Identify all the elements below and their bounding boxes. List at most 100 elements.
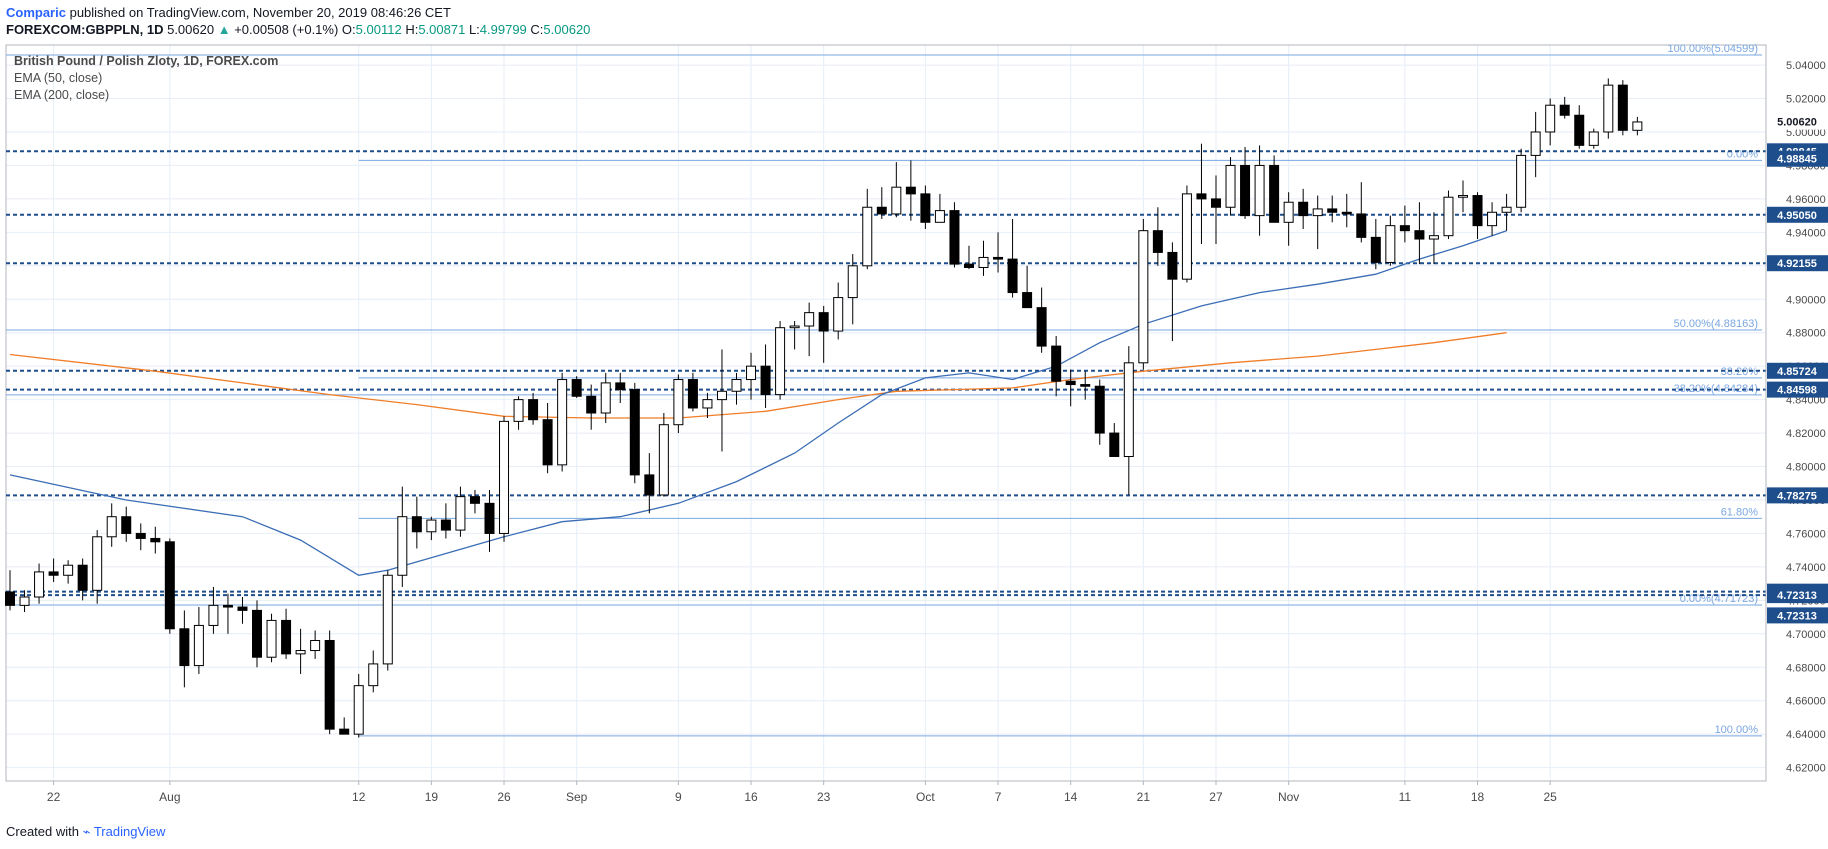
fib-label: 100.00%(5.04599): [1667, 43, 1758, 55]
last-price-label: 5.00620: [1777, 117, 1817, 129]
candle-down: [339, 728, 350, 735]
time-tick-label: 14: [1064, 790, 1078, 804]
candle-down: [1341, 211, 1352, 215]
candle-down: [237, 606, 248, 611]
candle-down: [48, 571, 59, 576]
candle-up: [310, 639, 321, 652]
candle-down: [1472, 195, 1483, 227]
candle-down: [571, 379, 582, 397]
price-tick-label: 4.94000: [1786, 227, 1826, 239]
ema50-line: [9, 230, 1507, 576]
price-tick-label: 4.88000: [1786, 328, 1826, 340]
candle-up: [731, 379, 742, 392]
price-tick-label: 4.80000: [1786, 462, 1826, 474]
time-tick-label: 16: [744, 790, 758, 804]
price-tick-label: 4.82000: [1786, 428, 1826, 440]
candle-down: [1007, 258, 1018, 294]
price-tick-label: 4.64000: [1786, 729, 1826, 741]
publisher-name[interactable]: Comparic: [6, 5, 66, 20]
published-text: published on TradingView.com, November 2…: [69, 5, 451, 20]
price-label-box: [1767, 150, 1828, 167]
price-tick-label: 4.70000: [1786, 629, 1826, 641]
candle-down: [920, 193, 931, 223]
time-tick-label: 26: [497, 790, 511, 804]
candle-up: [1632, 121, 1643, 131]
price-label-text: 4.78275: [1777, 490, 1817, 502]
candle-down: [876, 206, 887, 215]
candle-up: [1385, 225, 1396, 263]
candle-up: [1530, 131, 1541, 156]
candle-up: [208, 604, 219, 626]
candle-up: [934, 210, 945, 223]
price-label-text: 4.98845: [1777, 154, 1817, 166]
candle-down: [164, 541, 175, 630]
candle-up: [1283, 201, 1294, 223]
fibonacci-levels: 100.00%(5.04599) 0.00% 50.00%(4.88163) 38.2…: [6, 43, 1762, 737]
price-label-text: 4.72313: [1777, 590, 1817, 602]
close-value: 5.00620: [543, 22, 591, 37]
candle-up: [1138, 230, 1149, 364]
candle-down: [1152, 230, 1163, 253]
price-label-box: [1767, 206, 1828, 223]
price-tick-label: 4.96000: [1786, 194, 1826, 206]
candle-up: [19, 596, 30, 606]
high-label: H:: [405, 22, 419, 37]
candle-up: [34, 571, 45, 598]
price-chart[interactable]: 100.00%(5.04599) 0.00% 50.00%(4.88163) 38.2…: [0, 40, 1828, 820]
candle-down: [1167, 251, 1178, 280]
footer: Created with ⌁ TradingView: [6, 824, 165, 840]
candle-down: [222, 604, 233, 608]
close-label: C:: [530, 22, 544, 37]
candle-up: [353, 685, 364, 735]
legend-title: British Pound / Polish Zloty, 1D, FOREX.…: [14, 54, 279, 68]
candle-up: [499, 420, 510, 534]
chart-header: Comparic published on TradingView.com, N…: [6, 5, 590, 38]
candle-up: [455, 496, 466, 531]
candle-down: [324, 639, 335, 730]
candle-down: [542, 419, 553, 466]
price-label-text: 4.72313: [1777, 610, 1817, 622]
price-tick-label: 5.02000: [1786, 94, 1826, 106]
candle-up: [673, 379, 684, 426]
candle-up: [63, 564, 74, 576]
candle-down: [905, 186, 916, 195]
price-label-box: [1767, 381, 1828, 398]
horizontal-levels: [6, 150, 1766, 597]
candle-up: [862, 206, 873, 267]
price-tick-label: 4.66000: [1786, 696, 1826, 708]
candle-down: [1109, 432, 1120, 457]
low-value: 4.99799: [479, 22, 527, 37]
price-label-text: 4.95050: [1777, 210, 1817, 222]
candle-down: [963, 263, 974, 268]
candle-up: [1501, 206, 1512, 213]
time-tick-label: 19: [425, 790, 439, 804]
time-tick-label: 21: [1137, 790, 1151, 804]
fib-label: 100.00%: [1715, 724, 1759, 736]
price-label-box: [1767, 362, 1828, 379]
candle-down: [121, 516, 132, 534]
time-tick-label: 11: [1399, 790, 1412, 804]
candle-up: [397, 516, 408, 576]
open-value: 5.00112: [355, 22, 402, 37]
candle-down: [440, 519, 451, 531]
fib-label: 50.00%(4.88163): [1674, 318, 1758, 330]
candle-up: [368, 663, 379, 687]
candle-down: [1210, 198, 1221, 208]
price-label-box: [1767, 587, 1828, 604]
candle-down: [1065, 380, 1076, 386]
tradingview-link[interactable]: TradingView: [93, 824, 166, 839]
candle-down: [150, 537, 161, 543]
legend-ema200: EMA (200, close): [14, 88, 110, 102]
price-tick-label: 4.74000: [1786, 562, 1826, 574]
open-label: O:: [341, 22, 356, 37]
candle-up: [775, 327, 786, 396]
price-label-box: [1767, 607, 1828, 624]
time-tick-label: Sep: [566, 790, 588, 804]
candle-down: [1094, 385, 1105, 434]
price-tick-label: 5.00000: [1786, 127, 1826, 139]
price-label-text: 4.84598: [1777, 385, 1817, 397]
candle-down: [411, 516, 422, 533]
candle-down: [1617, 84, 1628, 131]
price-axis: 4.620004.640004.660004.680004.700004.720…: [1765, 45, 1828, 781]
candle-down: [1022, 292, 1033, 309]
